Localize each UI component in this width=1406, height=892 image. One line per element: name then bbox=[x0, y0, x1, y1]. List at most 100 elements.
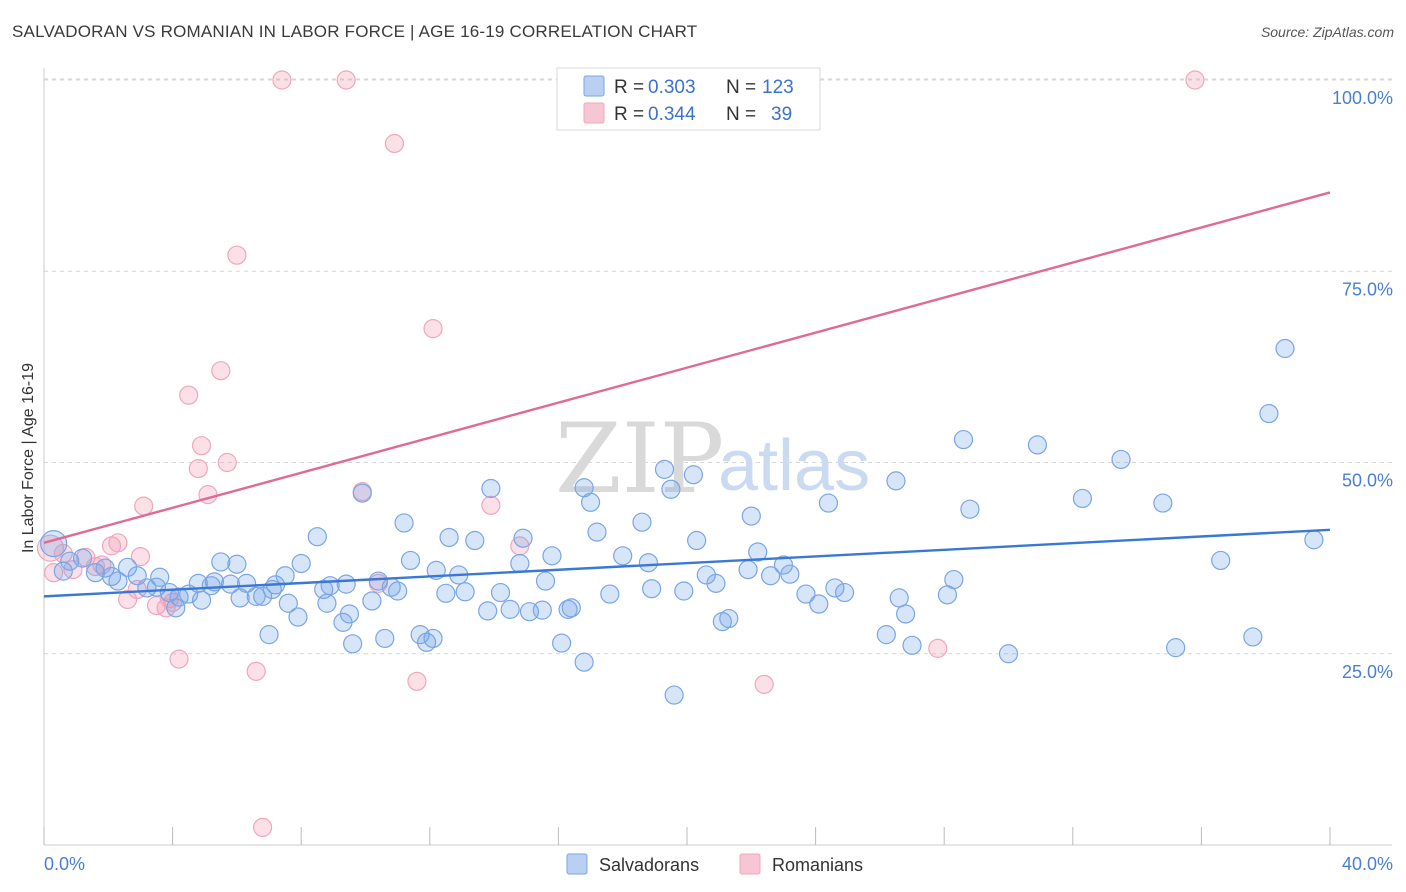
salvadoran-point bbox=[352, 483, 372, 503]
romanian-point bbox=[191, 436, 212, 456]
legend-r-value: 0.303 bbox=[648, 77, 696, 98]
salvadoran-point bbox=[439, 527, 459, 548]
salvadoran-point bbox=[320, 576, 340, 596]
legend-r-label: R = bbox=[614, 104, 644, 125]
legend-swatch-romanians bbox=[583, 102, 605, 124]
salvadoran-point bbox=[706, 573, 726, 593]
salvadoran-point bbox=[780, 564, 800, 584]
salvadoran-point bbox=[388, 581, 408, 601]
salvadoran-point bbox=[490, 582, 511, 603]
salvadoran-point bbox=[1211, 550, 1231, 571]
salvadoran-point bbox=[400, 550, 421, 571]
salvadoran-point bbox=[587, 522, 607, 542]
salvadoran-point bbox=[362, 591, 382, 611]
salvadoran-point bbox=[738, 559, 758, 580]
salvadoran-point bbox=[53, 561, 73, 581]
watermark-atlas: atlas bbox=[718, 426, 870, 506]
romanian-point bbox=[179, 385, 199, 405]
salvadoran-point bbox=[561, 598, 581, 618]
salvadoran-point bbox=[317, 593, 337, 613]
salvadoran-point bbox=[85, 563, 106, 583]
bottom-legend-label-romanians: Romanians bbox=[772, 855, 863, 875]
x-tick-label: 40.0% bbox=[1342, 854, 1393, 874]
trend-lines bbox=[43, 191, 1331, 598]
salvadoran-point bbox=[343, 634, 363, 654]
salvadoran-point bbox=[336, 574, 356, 594]
salvadoran-point bbox=[876, 625, 896, 645]
salvadoran-point bbox=[1166, 638, 1186, 658]
salvadoran-point bbox=[455, 582, 475, 602]
salvadoran-point bbox=[661, 479, 681, 499]
salvadoran-point bbox=[944, 569, 964, 590]
bottom-legend-label-salvadorans: Salvadorans bbox=[599, 855, 699, 875]
romanian-point bbox=[253, 817, 273, 838]
grid-lines bbox=[44, 78, 1392, 655]
romanian-point bbox=[169, 649, 189, 669]
legend-n-label: N = bbox=[726, 104, 756, 125]
salvadoran-point bbox=[236, 573, 257, 593]
romanian-point bbox=[130, 546, 151, 567]
romanian-point bbox=[211, 361, 231, 381]
salvadoran-point bbox=[600, 584, 620, 604]
salvadoran-trend-line bbox=[43, 528, 1331, 598]
salvadoran-point bbox=[40, 529, 68, 558]
y-axis-label: In Labor Force | Age 16-19 bbox=[20, 363, 37, 553]
salvadoran-point bbox=[275, 566, 295, 586]
salvadoran-point bbox=[896, 604, 916, 624]
salvadoran-point bbox=[278, 593, 298, 613]
salvadoran-point bbox=[375, 628, 395, 649]
romanian-point bbox=[407, 671, 427, 691]
salvadoran-point bbox=[674, 581, 694, 601]
salvadoran-point bbox=[532, 600, 552, 620]
salvadoran-point bbox=[211, 552, 231, 572]
salvadoran-point bbox=[664, 685, 684, 705]
legend-r-value: 0.344 bbox=[648, 104, 696, 125]
romanian-point bbox=[1185, 70, 1205, 90]
salvadoran-point bbox=[1153, 493, 1173, 513]
salvadoran-point bbox=[574, 652, 594, 672]
salvadoran-point bbox=[687, 530, 707, 551]
salvadoran-point bbox=[220, 574, 241, 594]
x-tick-label: 0.0% bbox=[44, 854, 85, 874]
romanian-point bbox=[127, 579, 147, 600]
salvadoran-point bbox=[394, 513, 414, 533]
romanian-point bbox=[384, 133, 405, 154]
salvadoran-point bbox=[291, 553, 311, 574]
y-tick-label: 50.0% bbox=[1342, 471, 1393, 491]
salvadoran-point bbox=[339, 604, 360, 624]
salvadoran-point bbox=[796, 584, 816, 604]
romanian-trend-line bbox=[43, 191, 1331, 544]
salvadoran-point bbox=[642, 579, 662, 599]
bottom-legend: Salvadorans Romanians bbox=[566, 853, 863, 875]
axes bbox=[43, 68, 1392, 846]
salvadoran-point bbox=[465, 530, 485, 551]
salvadoran-point bbox=[253, 586, 273, 606]
legend-n-value: 39 bbox=[771, 104, 792, 125]
salvadoran-point bbox=[478, 601, 498, 621]
salvadoran-point bbox=[719, 608, 739, 629]
salvadoran-point bbox=[902, 635, 922, 655]
legend-r-label: R = bbox=[614, 77, 644, 98]
salvadoran-point bbox=[960, 499, 980, 519]
salvadoran-point bbox=[246, 586, 266, 606]
salvadoran-point bbox=[552, 633, 572, 653]
salvadoran-point bbox=[191, 590, 212, 610]
salvadoran-point bbox=[741, 506, 761, 526]
romanian-point bbox=[134, 496, 154, 516]
salvadoran-point bbox=[760, 566, 781, 586]
salvadoran-point bbox=[613, 546, 633, 566]
salvadoran-point bbox=[1027, 435, 1048, 455]
watermark: ZIP atlas bbox=[555, 403, 870, 515]
salvadoran-point bbox=[288, 607, 308, 627]
bottom-legend-swatch-romanians bbox=[739, 853, 761, 875]
legend-n-value: 123 bbox=[762, 77, 794, 98]
salvadoran-point bbox=[542, 546, 562, 566]
salvadoran-point bbox=[510, 553, 530, 574]
salvadoran-point bbox=[150, 567, 170, 587]
source-credit: Source: ZipAtlas.com bbox=[1260, 24, 1394, 40]
salvadoran-point bbox=[809, 594, 829, 614]
salvadoran-point bbox=[632, 512, 652, 532]
salvadoran-point bbox=[953, 429, 974, 450]
salvadoran-point bbox=[638, 553, 659, 573]
